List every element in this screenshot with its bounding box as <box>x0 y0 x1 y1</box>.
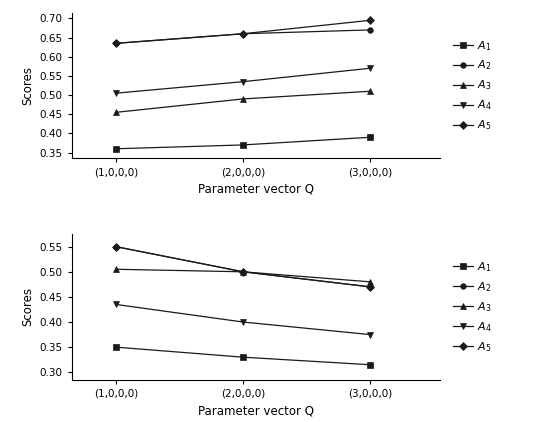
Y-axis label: Scores: Scores <box>21 66 34 105</box>
X-axis label: Parameter vector Q: Parameter vector Q <box>198 404 314 417</box>
X-axis label: Parameter vector Q: Parameter vector Q <box>198 183 314 196</box>
$A_2$ <box>367 284 373 289</box>
$A_4$ <box>113 91 119 96</box>
$A_3$ <box>113 110 119 115</box>
$A_2$ <box>240 269 246 274</box>
Line: $A_1$: $A_1$ <box>113 135 373 151</box>
$A_3$ <box>240 269 246 274</box>
$A_5$ <box>113 244 119 249</box>
$A_1$ <box>113 345 119 350</box>
$A_4$ <box>367 66 373 71</box>
Line: $A_3$: $A_3$ <box>113 89 373 115</box>
$A_4$ <box>367 332 373 337</box>
Y-axis label: Scores: Scores <box>21 287 34 327</box>
Line: $A_2$: $A_2$ <box>113 244 373 289</box>
Legend: $A_1$, $A_2$, $A_3$, $A_4$, $A_5$: $A_1$, $A_2$, $A_3$, $A_4$, $A_5$ <box>453 260 492 354</box>
Line: $A_3$: $A_3$ <box>113 267 373 284</box>
Line: $A_2$: $A_2$ <box>113 27 373 46</box>
$A_5$ <box>367 284 373 289</box>
$A_2$ <box>240 31 246 36</box>
$A_1$ <box>240 142 246 147</box>
$A_2$ <box>367 27 373 32</box>
$A_4$ <box>113 302 119 307</box>
Line: $A_5$: $A_5$ <box>113 18 373 46</box>
$A_5$ <box>367 18 373 23</box>
Line: $A_5$: $A_5$ <box>113 244 373 289</box>
$A_1$ <box>240 354 246 360</box>
$A_5$ <box>240 31 246 36</box>
$A_3$ <box>240 96 246 101</box>
$A_2$ <box>113 41 119 46</box>
$A_3$ <box>113 267 119 272</box>
Line: $A_4$: $A_4$ <box>113 65 373 96</box>
$A_1$ <box>113 146 119 151</box>
$A_5$ <box>240 269 246 274</box>
$A_2$ <box>113 244 119 249</box>
$A_3$ <box>367 279 373 284</box>
$A_4$ <box>240 319 246 325</box>
Legend: $A_1$, $A_2$, $A_3$, $A_4$, $A_5$: $A_1$, $A_2$, $A_3$, $A_4$, $A_5$ <box>453 39 492 132</box>
Line: $A_4$: $A_4$ <box>113 302 373 337</box>
$A_1$ <box>367 362 373 367</box>
$A_5$ <box>113 41 119 46</box>
$A_1$ <box>367 135 373 140</box>
Line: $A_1$: $A_1$ <box>113 344 373 368</box>
$A_3$ <box>367 89 373 94</box>
$A_4$ <box>240 79 246 84</box>
